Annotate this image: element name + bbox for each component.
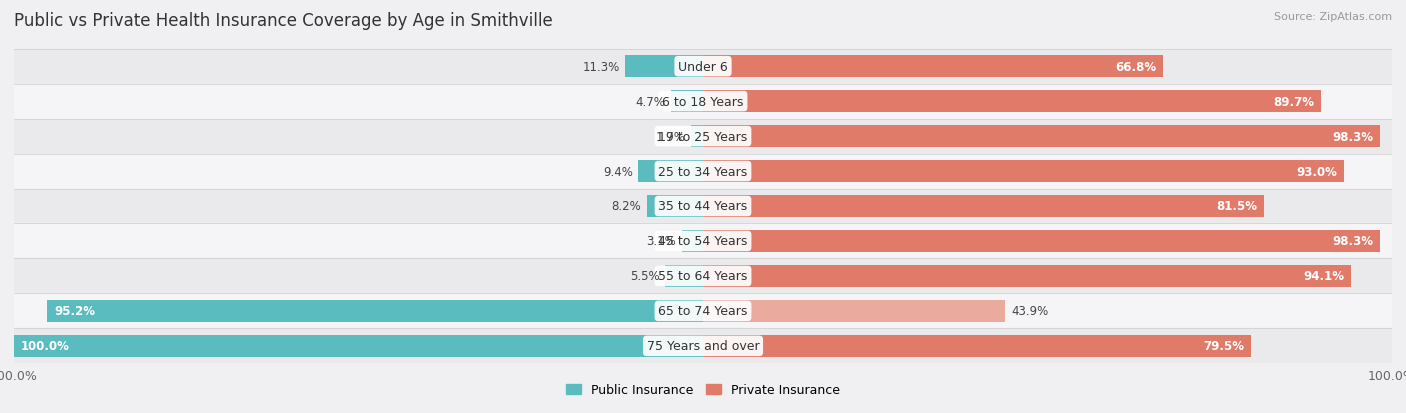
Text: 66.8%: 66.8% (1115, 61, 1156, 74)
Text: 79.5%: 79.5% (1202, 339, 1244, 352)
Text: 3.1%: 3.1% (647, 235, 676, 248)
Text: 55 to 64 Years: 55 to 64 Years (658, 270, 748, 283)
Bar (14, 335, 703, 357)
Text: 98.3%: 98.3% (1333, 130, 1374, 143)
Text: 1.7%: 1.7% (657, 130, 686, 143)
Text: 100.0%: 100.0% (21, 339, 70, 352)
Text: 65 to 74 Years: 65 to 74 Years (658, 305, 748, 318)
Bar (48, 300, 703, 322)
Bar (665, 266, 703, 287)
Text: 35 to 44 Years: 35 to 44 Years (658, 200, 748, 213)
Bar (14, 329, 1392, 363)
Bar (703, 335, 1251, 357)
Text: 95.2%: 95.2% (53, 305, 96, 318)
Bar (638, 161, 703, 183)
Bar (14, 259, 1392, 294)
Text: 6 to 18 Years: 6 to 18 Years (662, 95, 744, 108)
Legend: Public Insurance, Private Insurance: Public Insurance, Private Insurance (561, 378, 845, 401)
Text: 11.3%: 11.3% (582, 61, 620, 74)
Bar (14, 84, 1392, 119)
Text: 5.5%: 5.5% (630, 270, 659, 283)
Bar (671, 91, 703, 113)
Bar (626, 56, 703, 78)
Text: 94.1%: 94.1% (1303, 270, 1344, 283)
Text: 98.3%: 98.3% (1333, 235, 1374, 248)
Text: Source: ZipAtlas.com: Source: ZipAtlas.com (1274, 12, 1392, 22)
Text: 25 to 34 Years: 25 to 34 Years (658, 165, 748, 178)
Bar (692, 126, 703, 147)
Bar (14, 50, 1392, 84)
Text: 89.7%: 89.7% (1272, 95, 1315, 108)
Bar (14, 189, 1392, 224)
Bar (14, 154, 1392, 189)
Bar (647, 196, 703, 217)
Bar (703, 230, 1381, 252)
Text: 43.9%: 43.9% (1011, 305, 1049, 318)
Bar (703, 266, 1351, 287)
Text: 19 to 25 Years: 19 to 25 Years (658, 130, 748, 143)
Bar (14, 224, 1392, 259)
Text: Public vs Private Health Insurance Coverage by Age in Smithville: Public vs Private Health Insurance Cover… (14, 12, 553, 30)
Bar (703, 126, 1381, 147)
Bar (703, 196, 1264, 217)
Text: Under 6: Under 6 (678, 61, 728, 74)
Bar (682, 230, 703, 252)
Text: 4.7%: 4.7% (636, 95, 665, 108)
Bar (703, 56, 1163, 78)
Bar (703, 300, 1005, 322)
Bar (14, 294, 1392, 329)
Bar (703, 161, 1344, 183)
Bar (703, 91, 1322, 113)
Text: 45 to 54 Years: 45 to 54 Years (658, 235, 748, 248)
Text: 9.4%: 9.4% (603, 165, 633, 178)
Bar (14, 119, 1392, 154)
Text: 93.0%: 93.0% (1296, 165, 1337, 178)
Text: 81.5%: 81.5% (1216, 200, 1257, 213)
Text: 75 Years and over: 75 Years and over (647, 339, 759, 352)
Text: 8.2%: 8.2% (612, 200, 641, 213)
